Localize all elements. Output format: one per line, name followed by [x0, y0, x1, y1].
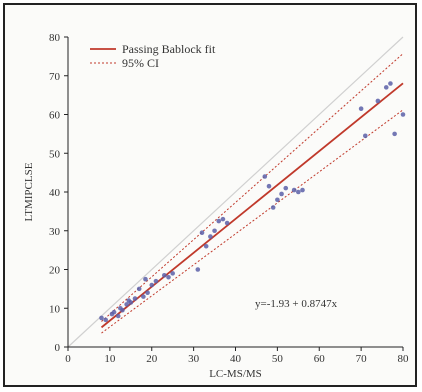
data-point [111, 309, 117, 315]
legend-label-fit: Passing Bablock fit [122, 42, 216, 56]
data-point [279, 191, 284, 197]
identity-line [67, 36, 404, 348]
data-point [195, 267, 201, 272]
x-tick-label: 70 [356, 353, 368, 365]
data-point [275, 197, 280, 203]
data-point [162, 273, 167, 278]
data-point [358, 106, 364, 111]
data-point [266, 183, 272, 189]
data-point [224, 220, 230, 226]
data-point [296, 189, 301, 195]
legend-label-ci: 95% CI [122, 56, 159, 70]
data-point [132, 296, 138, 301]
data-point [388, 81, 393, 86]
data-point [170, 271, 175, 276]
x-tick-label: 10 [104, 353, 116, 365]
y-tick-label: 10 [49, 303, 61, 315]
y-tick-label: 40 [49, 187, 61, 199]
data-point [166, 274, 171, 280]
data-point [149, 282, 155, 288]
y-axis-title: LTMIPCLSE [23, 162, 35, 221]
data-point [143, 276, 148, 282]
data-point [270, 205, 276, 210]
data-point [120, 307, 125, 313]
data-point [141, 294, 146, 299]
data-point [203, 243, 209, 249]
y-tick-label: 70 [49, 71, 61, 83]
x-tick-label: 80 [398, 353, 410, 365]
ci-upper-line [101, 53, 404, 322]
data-point [115, 313, 121, 319]
data-point [383, 85, 389, 90]
y-tick-label: 30 [49, 226, 61, 238]
data-point [99, 315, 104, 321]
data-point [400, 112, 406, 117]
data-point [262, 174, 268, 179]
y-tick-label: 80 [49, 32, 61, 44]
data-point [363, 133, 368, 139]
x-tick-label: 50 [272, 353, 284, 365]
x-axis-title: LC-MS/MS [209, 368, 262, 380]
data-point [153, 278, 159, 284]
reference-layer [67, 36, 404, 348]
scatter-chart: 0 10 20 30 40 50 60 70 80 0 10 20 30 40 50 60 70 80 LC-M… [23, 32, 409, 380]
y-axis-ticks: 0 10 20 30 40 50 60 70 80 [49, 32, 68, 354]
data-point [212, 228, 217, 234]
data-point [283, 185, 289, 191]
data-point [208, 234, 213, 239]
x-tick-label: 20 [146, 353, 158, 365]
regression-equation: y=-1.93 + 0.8747x [255, 298, 338, 310]
data-point [375, 98, 381, 104]
data-point [291, 187, 297, 193]
x-tick-label: 30 [188, 353, 200, 365]
data-point [136, 286, 142, 292]
y-tick-label: 20 [49, 265, 61, 277]
chart-frame: 0 10 20 30 40 50 60 70 80 0 10 20 30 40 50 60 70 80 LC-M… [3, 3, 417, 387]
x-axis-ticks: 0 10 20 30 40 50 60 70 80 [65, 347, 409, 365]
data-point [199, 230, 205, 235]
x-tick-label: 40 [230, 353, 242, 365]
data-points [99, 81, 406, 323]
data-point [300, 187, 305, 193]
data-point [103, 317, 108, 323]
ci-lower-line [101, 109, 404, 334]
data-point [220, 216, 226, 222]
data-point [128, 300, 134, 305]
data-point [392, 131, 397, 137]
x-tick-label: 60 [314, 353, 326, 365]
data-point [124, 302, 129, 307]
y-tick-label: 50 [49, 148, 61, 160]
x-tick-label: 0 [65, 353, 71, 365]
data-point [145, 290, 150, 296]
y-tick-label: 0 [55, 342, 61, 354]
y-tick-label: 60 [49, 110, 61, 122]
legend: Passing Bablock fit 95% CI [90, 42, 216, 70]
data-point [216, 218, 222, 224]
